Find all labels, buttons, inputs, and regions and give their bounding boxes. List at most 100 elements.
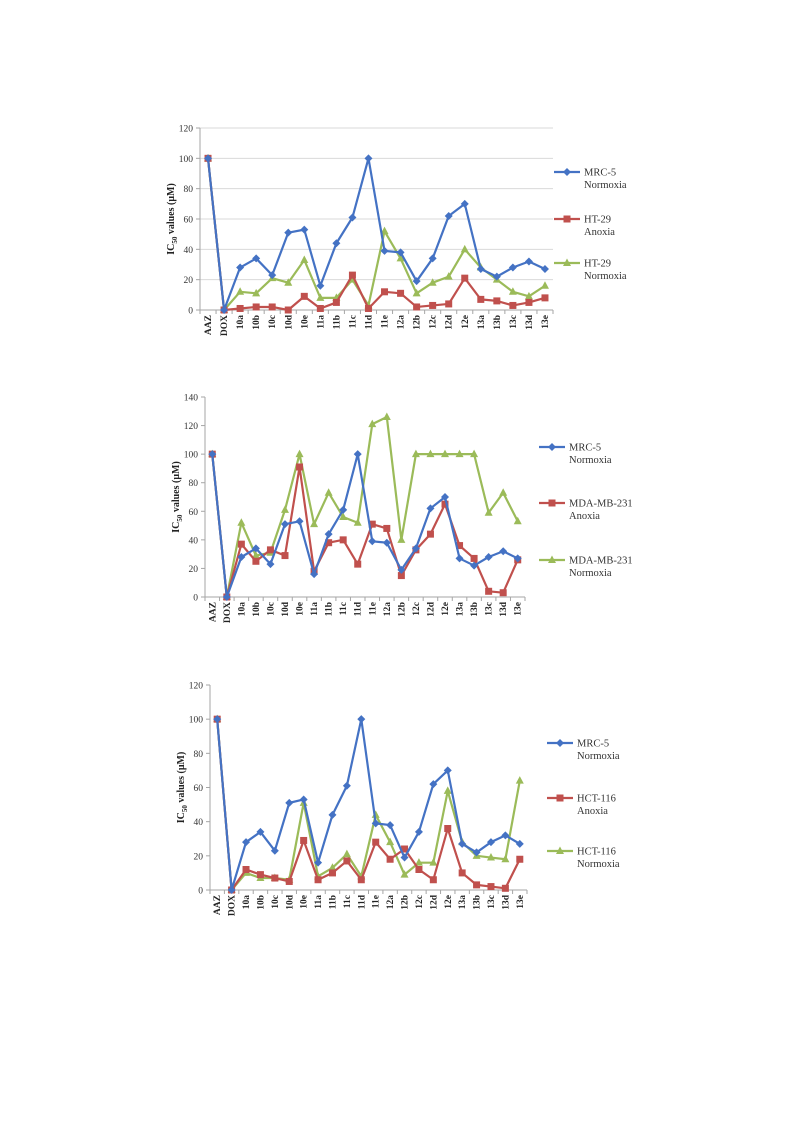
data-point bbox=[295, 517, 304, 526]
data-point bbox=[242, 866, 250, 873]
data-point bbox=[524, 291, 533, 300]
x-tick-label: 10c bbox=[266, 602, 276, 616]
series-hct-116-anoxia bbox=[213, 715, 524, 894]
x-tick-label: 13c bbox=[485, 602, 495, 616]
data-point bbox=[443, 766, 452, 775]
data-point bbox=[237, 518, 246, 526]
data-point bbox=[310, 519, 319, 528]
x-tick-label: 12e bbox=[441, 602, 451, 616]
data-point bbox=[368, 520, 376, 528]
chart-hct116: 0 20 40 60 80 100 120 AAZ DOX 10a 10b 10c 10d 10e 11a 1… bbox=[0, 675, 793, 925]
data-point bbox=[252, 288, 261, 297]
data-point bbox=[476, 265, 485, 274]
data-point bbox=[316, 281, 325, 290]
data-point bbox=[251, 544, 260, 553]
y-tick-label: 80 bbox=[184, 185, 194, 195]
x-tick-label: 13d bbox=[525, 314, 535, 330]
legend-marker bbox=[563, 215, 571, 223]
data-point bbox=[428, 254, 437, 263]
data-point bbox=[455, 449, 464, 458]
x-tick-label: AAZ bbox=[208, 602, 218, 622]
y-tick-label: 80 bbox=[194, 750, 204, 760]
data-point bbox=[382, 538, 391, 547]
data-point bbox=[386, 821, 395, 830]
y-tick-label: 40 bbox=[194, 818, 204, 828]
legend-label: Anoxia bbox=[584, 227, 615, 238]
x-tick-label: 10e bbox=[300, 895, 310, 909]
data-point bbox=[441, 500, 449, 508]
data-point bbox=[236, 287, 245, 295]
x-tick-label: 13a bbox=[458, 895, 468, 910]
data-point bbox=[401, 845, 409, 853]
x-tick-label: 12b bbox=[413, 315, 423, 330]
x-tick-label: DOX bbox=[228, 895, 238, 916]
data-point bbox=[515, 776, 524, 784]
x-tick-label: 12b bbox=[401, 895, 411, 910]
data-point bbox=[397, 289, 405, 297]
chart-mda-mb-231-svg: 0 20 40 60 80 100 120 140 AAZ DOX 10a 10b 10c 10d 10e 1… bbox=[171, 394, 633, 624]
x-tick-label: 13b bbox=[473, 895, 483, 910]
data-point bbox=[458, 869, 466, 877]
data-point bbox=[332, 239, 341, 248]
data-point bbox=[426, 504, 435, 513]
data-point bbox=[428, 278, 437, 286]
x-tick-label: 12d bbox=[426, 601, 436, 617]
x-tick-label: 12e bbox=[444, 895, 454, 909]
data-point bbox=[343, 857, 351, 865]
y-tick-label: 0 bbox=[188, 307, 193, 317]
legend-marker bbox=[556, 846, 564, 854]
x-tick-label: DOX bbox=[220, 315, 230, 336]
data-point bbox=[325, 539, 333, 547]
y-tick-label: 100 bbox=[179, 155, 194, 165]
x-tick-label: 13b bbox=[493, 315, 503, 330]
data-point bbox=[339, 512, 348, 520]
data-point bbox=[316, 293, 325, 301]
data-point bbox=[252, 303, 260, 311]
data-point bbox=[414, 858, 423, 866]
data-point bbox=[541, 294, 549, 302]
series-mrc-5-normoxia bbox=[204, 154, 549, 314]
data-point bbox=[516, 855, 524, 863]
data-point bbox=[540, 281, 549, 289]
legend-marker bbox=[548, 555, 556, 563]
series-line bbox=[216, 719, 521, 892]
x-tick-label: 12b bbox=[397, 602, 407, 617]
data-point bbox=[540, 265, 549, 274]
data-point bbox=[397, 565, 406, 574]
data-point bbox=[332, 298, 340, 306]
data-point bbox=[281, 505, 289, 513]
data-point bbox=[508, 263, 517, 272]
data-point bbox=[501, 831, 510, 840]
data-point bbox=[499, 488, 508, 496]
data-point bbox=[412, 277, 421, 286]
data-point bbox=[411, 544, 420, 553]
x-tick-label: AAZ bbox=[204, 315, 214, 335]
y-tick-label: 20 bbox=[194, 852, 204, 862]
y-tick-label: 40 bbox=[189, 536, 199, 546]
data-point bbox=[386, 837, 395, 846]
data-point bbox=[411, 449, 420, 458]
data-point bbox=[256, 871, 264, 879]
data-point bbox=[284, 278, 293, 286]
data-point bbox=[364, 154, 373, 163]
x-tick-label: 10c bbox=[268, 315, 278, 329]
x-tick-label: 12c bbox=[415, 895, 425, 909]
data-point bbox=[397, 535, 406, 543]
data-point bbox=[328, 863, 337, 871]
data-point bbox=[426, 449, 435, 458]
data-point bbox=[357, 876, 365, 884]
data-point bbox=[396, 253, 405, 262]
x-tick-label: 13e bbox=[516, 895, 526, 909]
x-tick-label: 10a bbox=[237, 602, 247, 617]
data-point bbox=[397, 572, 405, 580]
data-point bbox=[441, 449, 449, 458]
data-point bbox=[237, 553, 246, 561]
data-point bbox=[426, 530, 434, 538]
data-point bbox=[382, 412, 391, 420]
data-point bbox=[371, 819, 380, 828]
y-axis-label: IC50 values (μM) bbox=[166, 183, 179, 255]
data-point bbox=[501, 854, 510, 863]
